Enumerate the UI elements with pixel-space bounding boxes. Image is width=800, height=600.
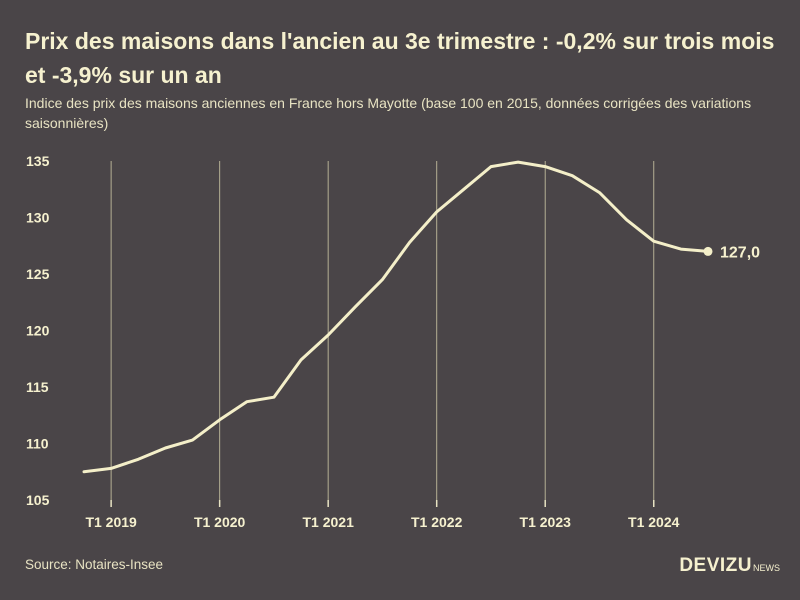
y-axis: 105 110 115 120 125 130 135 <box>26 153 50 508</box>
x-tick-label: T1 2022 <box>411 514 463 530</box>
series-layer: 127,0 <box>82 160 760 474</box>
x-axis: T1 2019 T1 2020 T1 2021 T1 2022 T1 2023 T1 20… <box>85 500 680 530</box>
source-note: Source: Notaires-Insee <box>25 557 164 572</box>
x-tick-label: T1 2021 <box>302 514 354 530</box>
x-tick-label: T1 2023 <box>520 514 572 530</box>
chart-title: Prix des maisons dans l'ancien au 3e tri… <box>25 28 775 88</box>
y-tick-label: 130 <box>26 210 50 226</box>
x-tick-label: T1 2020 <box>194 514 246 530</box>
brand-logo-sub: NEWS <box>753 563 780 573</box>
x-tick-label: T1 2019 <box>85 514 137 530</box>
end-point-marker <box>703 246 713 256</box>
chart-subtitle: Indice des prix des maisons anciennes en… <box>25 95 752 131</box>
y-tick-label: 135 <box>26 153 50 169</box>
brand-logo-main: DEVIZU <box>679 555 752 576</box>
end-value-label: 127,0 <box>720 244 760 261</box>
y-tick-label: 125 <box>26 266 50 282</box>
brand-logo: DEVIZU NEWS <box>679 555 780 577</box>
y-tick-label: 110 <box>26 436 49 452</box>
y-tick-label: 105 <box>26 492 50 508</box>
series-line <box>82 160 710 474</box>
y-tick-label: 115 <box>26 379 49 395</box>
y-tick-label: 120 <box>26 323 50 339</box>
vertical-gridlines <box>110 161 655 500</box>
x-tick-label: T1 2024 <box>628 514 680 530</box>
